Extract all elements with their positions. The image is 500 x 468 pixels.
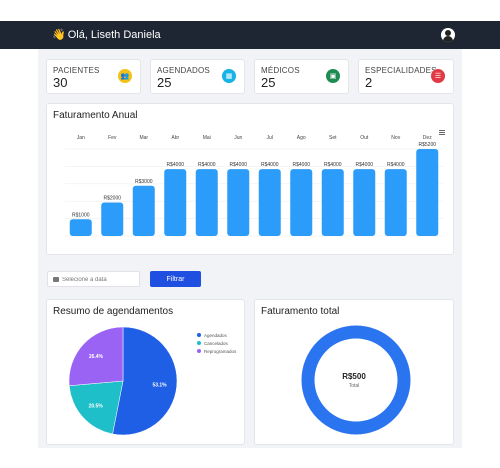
bar-data-label: R$2000 [103, 196, 121, 202]
bar-data-label: R$4000 [324, 162, 342, 168]
date-input[interactable] [62, 274, 138, 285]
list-icon: ☰ [431, 69, 445, 83]
bar-data-label: R$4000 [229, 162, 247, 168]
x-tick-label: Jan [77, 135, 85, 141]
pie-slice[interactable] [112, 326, 178, 436]
x-tick-label: Mar [139, 135, 148, 141]
total-revenue-card: Faturamento total R$500 Total [254, 299, 454, 445]
filter-button[interactable]: Filtrar [150, 271, 201, 287]
appointments-summary-card: Resumo de agendamentos 53.1% 20.5% 26.4% A… [46, 299, 245, 445]
users-icon: 👥 [118, 69, 132, 83]
bar-data-label: R$3000 [135, 179, 153, 185]
x-tick-label: Ago [297, 135, 306, 141]
x-tick-label: Mai [203, 135, 211, 141]
bar-data-label: R$4000 [387, 162, 405, 168]
stat-label: AGENDADOS [157, 66, 210, 75]
total-revenue-donut [301, 325, 411, 435]
stat-label: ESPECIALIDADES [365, 66, 437, 75]
bar[interactable] [101, 202, 124, 236]
x-tick-label: Fev [108, 135, 117, 141]
pie-slice-label: 26.4% [89, 354, 104, 360]
legend-item[interactable]: Agendados [197, 331, 236, 339]
bar-data-label: R$4000 [355, 162, 373, 168]
pie-slice-label: 20.5% [89, 404, 104, 410]
bar[interactable] [384, 169, 407, 236]
bar-data-label: R$4000 [261, 162, 279, 168]
donut-ring[interactable] [301, 325, 411, 435]
x-tick-label: Set [329, 135, 337, 141]
total-value: R$500 [342, 372, 366, 381]
stat-label: PACIENTES [53, 66, 100, 75]
bar-data-label: R$1000 [72, 212, 90, 218]
bar[interactable] [132, 185, 155, 236]
annual-revenue-chart: Jan R$1000 Fev R$2000 Mar R$3000 Abr R$4000 Mai R… [65, 135, 443, 237]
bar[interactable] [321, 169, 344, 236]
x-tick-label: Abr [171, 135, 179, 141]
pie-legend: Agendados Cancelados Reprogramados [197, 331, 236, 355]
doctor-icon: ▣ [326, 69, 340, 83]
stat-value: 25 [261, 75, 276, 90]
stat-card-medicos: MÉDICOS 25 ▣ [254, 59, 349, 94]
appointments-summary-title: Resumo de agendamentos [53, 306, 174, 317]
stat-label: MÉDICOS [261, 66, 300, 75]
bar[interactable] [164, 169, 187, 236]
stat-value: 2 [365, 75, 373, 90]
bar[interactable] [227, 169, 250, 236]
legend-item[interactable]: Cancelados [197, 339, 236, 347]
user-avatar-icon[interactable] [441, 28, 455, 42]
chart-menu-icon[interactable] [439, 130, 445, 135]
pie-slice-label: 53.1% [152, 383, 167, 389]
stat-value: 30 [53, 75, 68, 90]
date-picker[interactable] [47, 271, 140, 287]
appointments-pie-chart: 53.1% 20.5% 26.4% [68, 326, 178, 436]
stat-card-agendados: AGENDADOS 25 ▦ [150, 59, 245, 94]
annual-revenue-title: Faturamento Anual [53, 110, 138, 121]
pie-slice[interactable] [68, 326, 124, 387]
total-revenue-title: Faturamento total [261, 306, 340, 317]
top-navbar: 👋 Olá, Liseth Daniela [0, 21, 500, 49]
bar[interactable] [258, 169, 281, 236]
x-tick-label: Nov [391, 135, 400, 141]
calendar-icon: ▦ [222, 69, 236, 83]
calendar-icon [53, 277, 59, 282]
stat-card-pacientes: PACIENTES 30 👥 [46, 59, 141, 94]
bar-data-label: R$5200 [418, 142, 436, 148]
x-tick-label: Out [360, 135, 369, 141]
stat-card-especialidades: ESPECIALIDADES 2 ☰ [358, 59, 454, 94]
bar-data-label: R$4000 [292, 162, 310, 168]
legend-item[interactable]: Reprogramados [197, 347, 236, 355]
annual-revenue-card: Faturamento Anual Jan R$1000 Fev R$2000 Mar R… [46, 103, 454, 255]
greeting-text: Olá, Liseth Daniela [67, 28, 161, 41]
bar-data-label: R$4000 [166, 162, 184, 168]
bar[interactable] [416, 149, 439, 236]
x-tick-label: Dez [423, 135, 432, 141]
total-caption: Total [348, 383, 360, 389]
bar[interactable] [195, 169, 218, 236]
greeting: 👋 Olá, Liseth Daniela [52, 28, 161, 42]
bar[interactable] [290, 169, 313, 236]
stat-value: 25 [157, 75, 172, 90]
x-tick-label: Jun [234, 135, 242, 141]
x-tick-label: Jul [267, 135, 273, 141]
waving-hand-icon: 👋 [52, 29, 66, 41]
bar[interactable] [353, 169, 376, 236]
pie-slice[interactable] [68, 380, 124, 435]
bar-data-label: R$4000 [198, 162, 216, 168]
bar[interactable] [69, 219, 92, 236]
